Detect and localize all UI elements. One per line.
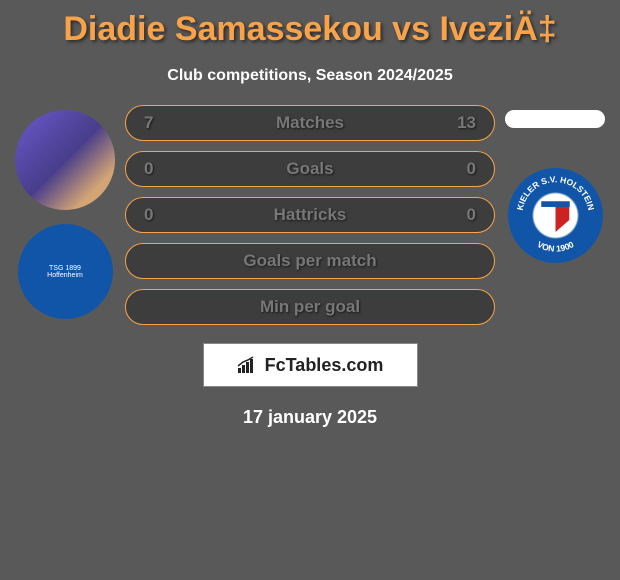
player-column-left: TSG 1899 Hoffenheim [10,105,120,335]
badge-text-upper: TSG 1899 [49,265,81,272]
stats-column: 7 Matches 13 0 Goals 0 0 Hattricks 0 Goa… [120,105,500,335]
comparison-date: 17 january 2025 [0,407,620,428]
stat-label: Goals per match [243,251,376,271]
club-badge-holstein: KIELER S.V. HOLSTEIN VON 1900 [508,168,603,263]
brand-box: FcTables.com [203,343,418,387]
badge-text-lower: Hoffenheim [47,272,83,279]
player-photo-left [15,110,115,210]
stat-left-value: 7 [144,113,174,133]
stat-label: Goals [286,159,333,179]
player-column-right: KIELER S.V. HOLSTEIN VON 1900 [500,105,610,335]
comparison-content: TSG 1899 Hoffenheim 7 Matches 13 0 Goals… [0,105,620,335]
player-photo-right [505,110,605,128]
stat-label: Matches [276,113,344,133]
holstein-badge-svg: KIELER S.V. HOLSTEIN VON 1900 [508,168,603,263]
stat-label: Min per goal [260,297,360,317]
stat-row-hattricks: 0 Hattricks 0 [125,197,495,233]
comparison-subtitle: Club competitions, Season 2024/2025 [0,67,620,85]
chart-icon [237,356,259,374]
badge-hoffenheim-inner: TSG 1899 Hoffenheim [30,237,100,307]
stat-right-value: 13 [446,113,476,133]
stat-left-value: 0 [144,159,174,179]
stat-row-min-per-goal: Min per goal [125,289,495,325]
stat-label: Hattricks [274,205,347,225]
stat-right-value: 0 [446,159,476,179]
stat-right-value: 0 [446,205,476,225]
stat-row-matches: 7 Matches 13 [125,105,495,141]
brand-text: FcTables.com [265,355,384,376]
stat-left-value: 0 [144,205,174,225]
comparison-title: Diadie Samassekou vs IveziÄ‡ [0,0,620,49]
stat-row-goals: 0 Goals 0 [125,151,495,187]
stat-row-goals-per-match: Goals per match [125,243,495,279]
club-badge-hoffenheim: TSG 1899 Hoffenheim [18,224,113,319]
svg-text:VON 1900: VON 1900 [535,239,575,254]
